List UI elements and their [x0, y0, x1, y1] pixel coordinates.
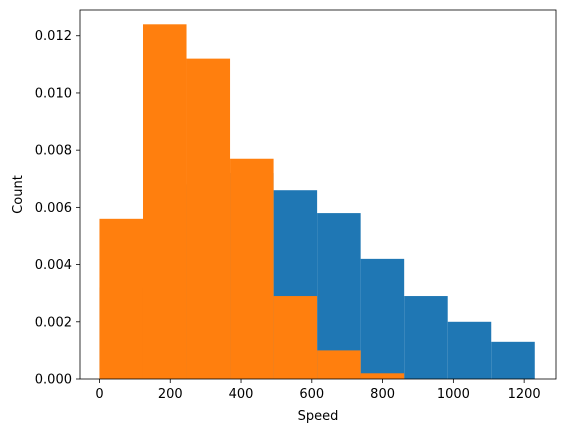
bar-series-2-bin-5 — [273, 296, 318, 379]
x-axis-label: Speed — [298, 409, 339, 424]
x-tick-label: 800 — [370, 387, 395, 402]
y-tick-label: 0.012 — [35, 29, 72, 44]
ticks-layer: 0 200 400 600 800 1000 1200 0.000 0.002 0.004 0.00… — [35, 29, 541, 402]
bar-series-2-bin-3 — [186, 58, 231, 380]
x-tick-label: 1000 — [437, 387, 470, 402]
x-tick-label: 400 — [229, 387, 254, 402]
bar-series-1-bin-9 — [447, 321, 492, 379]
bar-series-1-bin-10 — [491, 341, 535, 379]
bar-series-2-bin-6 — [317, 350, 361, 379]
bar-series-2-bin-2 — [142, 24, 187, 379]
x-tick-label: 0 — [95, 387, 103, 402]
bar-series-1-bin-7 — [360, 258, 405, 379]
bar-series-2-bin-1 — [99, 218, 143, 379]
bars-layer — [99, 24, 535, 380]
y-tick-label: 0.000 — [35, 373, 72, 388]
y-axis-label: Count — [11, 175, 26, 214]
x-tick-label: 200 — [158, 387, 183, 402]
axes-frame — [79, 9, 557, 380]
y-tick-label: 0.008 — [35, 144, 72, 159]
y-tick-label: 0.010 — [35, 86, 72, 101]
y-tick-label: 0.002 — [35, 315, 72, 330]
y-tick-label: 0.006 — [35, 201, 72, 216]
x-tick-label: 1200 — [508, 387, 541, 402]
bar-series-1-bin-8 — [404, 296, 448, 379]
bar-series-2-bin-7 — [360, 373, 405, 379]
bar-series-2-bin-4 — [230, 158, 274, 379]
x-tick-label: 600 — [299, 387, 324, 402]
y-tick-label: 0.004 — [35, 258, 72, 273]
